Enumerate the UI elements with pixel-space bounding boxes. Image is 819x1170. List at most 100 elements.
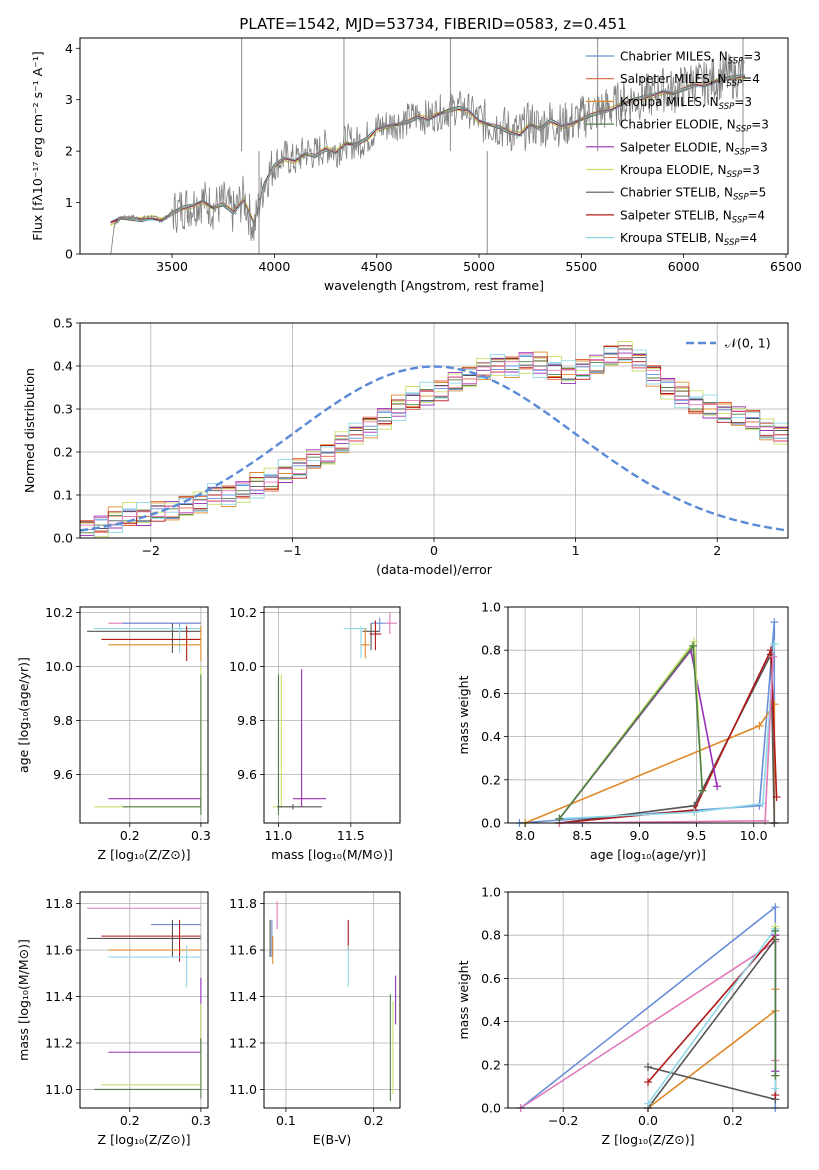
- histogram-step: [80, 353, 788, 529]
- y-tick-label: 4: [65, 41, 73, 56]
- y-tick-label: 10.0: [229, 659, 257, 674]
- x-tick-label: 9.0: [629, 828, 649, 843]
- gaussian-curve: [80, 365, 788, 532]
- y-axis-label: mass [log₁₀(M/M⊙)]: [16, 939, 31, 1061]
- y-tick-label: 9.8: [237, 713, 257, 728]
- y-tick-label: 1.0: [481, 600, 501, 615]
- legend-label-sub: SSP: [732, 215, 748, 225]
- axes-residuals: −2 −1 0 1 2 0.0 0.1 0.2 0.3 0.4 0.5 (data-model)/er…: [22, 316, 789, 577]
- histogram-step: [80, 346, 788, 532]
- y-tick-label: 0.6: [481, 971, 501, 986]
- x-tick-label: −2: [142, 543, 160, 558]
- y-tick-label: 3: [65, 92, 73, 107]
- x-axis-label: age [log₁₀(age/yr)]: [590, 847, 706, 862]
- x-tick-label: 10.0: [740, 828, 768, 843]
- y-tick-label: 11.8: [229, 896, 257, 911]
- axes-frame-massweight_vs_age: [507, 606, 789, 824]
- x-tick-label: 11.0: [265, 828, 293, 843]
- legend-label: Chabrier STELIB, NSSP=5: [620, 186, 766, 203]
- axes-age_vs_Z: 0.2 0.3 9.6 9.8 10.0 10.2 Z [log₁₀(Z/Z⊙)] age […: [16, 605, 211, 862]
- histogram-step: [80, 349, 788, 526]
- x-axis-label: mass [log₁₀(M/M⊙)]: [271, 847, 393, 862]
- x-axis-label: wavelength [Angstrom, rest frame]: [324, 278, 544, 293]
- series-marker: [644, 1099, 652, 1108]
- y-tick-label: 0: [65, 247, 73, 262]
- x-tick-label: 0.3: [191, 1113, 211, 1128]
- x-tick-label: 0.2: [120, 828, 140, 843]
- plot-area-residuals: [80, 341, 788, 538]
- legend-label-sub: SSP: [727, 79, 743, 89]
- series-marker: [689, 641, 698, 650]
- axes-age_vs_mass: 11.0 11.5 9.6 9.8 10.0 10.2 mass [log₁₀(M/M⊙)]: [229, 605, 401, 862]
- plot-area-age_vs_mass: [272, 612, 398, 815]
- x-tick-label: 5000: [463, 259, 495, 274]
- y-tick-label: 0.8: [481, 928, 501, 943]
- legend-label-main: Chabrier ELODIE, N: [620, 118, 736, 132]
- y-axis-label: Normed distribution: [22, 368, 37, 493]
- series-line: [647, 926, 777, 1105]
- x-tick-label: 0.2: [364, 1113, 384, 1128]
- x-tick-label: 0.2: [723, 1113, 743, 1128]
- y-axis-label: mass weight: [456, 960, 471, 1039]
- series-marker: [769, 652, 778, 661]
- series-marker: [698, 786, 707, 795]
- data-spectrum-line: [110, 53, 745, 254]
- legend-label-suffix: =4: [747, 208, 765, 222]
- series-line: [524, 701, 776, 824]
- y-tick-label: 11.4: [229, 989, 257, 1004]
- x-tick-label: −1: [283, 543, 301, 558]
- y-tick-label: 0.8: [481, 643, 501, 658]
- series-marker: [761, 816, 770, 825]
- y-tick-label: 0.0: [481, 816, 501, 831]
- x-tick-label: 6000: [668, 259, 700, 274]
- legend-label-sub: SSP: [733, 193, 749, 203]
- series-line: [559, 643, 776, 820]
- y-tick-label: 0.5: [53, 316, 73, 331]
- plot-area-mass_vs_ebv: [269, 901, 397, 1102]
- legend-label-main: Salpeter MILES, N: [620, 72, 727, 86]
- y-tick-label: 0.2: [481, 1057, 501, 1072]
- y-tick-label: 10.2: [45, 605, 73, 620]
- legend-label-suffix: =3: [734, 95, 752, 109]
- y-tick-label: 0.0: [481, 1101, 501, 1116]
- series-marker: [770, 618, 779, 627]
- series-marker: [770, 639, 779, 648]
- series-marker: [772, 793, 781, 802]
- y-tick-label: 9.6: [237, 767, 257, 782]
- axes-frame-mass_vs_Z: [79, 891, 209, 1109]
- x-tick-label: 3500: [156, 259, 188, 274]
- x-tick-label: 8.5: [572, 828, 592, 843]
- histogram-step: [80, 345, 788, 538]
- legend-label: Kroupa MILES, NSSP=3: [620, 95, 752, 112]
- legend-label: Kroupa ELODIE, NSSP=3: [620, 163, 760, 180]
- x-axis-label: Z [log₁₀(Z/Z⊙)]: [98, 847, 191, 862]
- y-axis-label: Flux [fλ10⁻¹⁷ erg cm⁻² s⁻¹ A⁻¹]: [30, 51, 45, 240]
- legend-label: Salpeter STELIB, NSSP=4: [620, 208, 765, 225]
- plot-area-spectrum: [110, 38, 746, 254]
- legend-label-sub: SSP: [736, 125, 752, 135]
- series-marker: [644, 1062, 652, 1071]
- legend-label-main: Chabrier MILES, N: [620, 50, 728, 64]
- legend-label-main: Chabrier STELIB, N: [620, 186, 733, 200]
- legend-label: 𝒩(0, 1): [725, 336, 771, 351]
- axes-frame-age_vs_Z: [79, 606, 209, 824]
- legend-label: Salpeter MILES, NSSP=4: [620, 72, 760, 89]
- series-marker: [644, 1078, 652, 1087]
- legend-label-main: Kroupa STELIB, N: [620, 231, 724, 245]
- series-marker: [690, 808, 699, 817]
- y-axis-label: mass weight: [456, 675, 471, 754]
- x-tick-label: 4500: [361, 259, 393, 274]
- legend-label-suffix: =3: [743, 50, 761, 64]
- plot-area-massweight_vs_age: [515, 618, 781, 827]
- legend-label-suffix: =3: [751, 118, 769, 132]
- series-marker: [771, 926, 780, 935]
- y-tick-label: 0.2: [53, 445, 73, 460]
- legend-label-main: Salpeter ELODIE, N: [620, 140, 734, 154]
- y-tick-label: 0.4: [53, 359, 73, 374]
- legend-label-sub: SSP: [719, 102, 735, 112]
- legend-label-suffix: =5: [749, 186, 767, 200]
- x-tick-label: 8.0: [515, 828, 535, 843]
- histogram-step: [80, 347, 788, 538]
